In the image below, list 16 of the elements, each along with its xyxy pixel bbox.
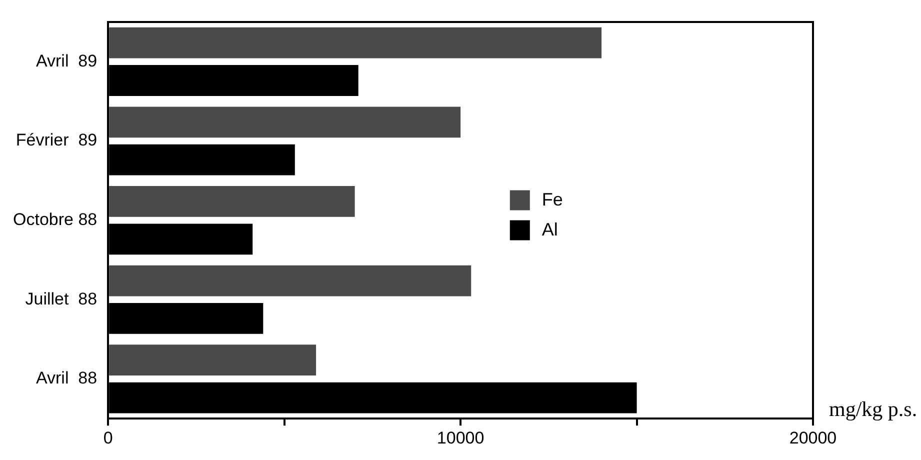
bar [109,186,355,217]
x-tick-label: 0 [103,428,113,448]
bar [109,27,602,58]
x-axis-title: mg/kg p.s. [829,397,918,422]
y-tick-label: Avril 89 [36,51,98,70]
y-tick-label: Octobre 88 [12,210,98,229]
bar [109,265,472,296]
bar [109,106,461,138]
y-tick-label: Février 89 [16,130,98,150]
legend-label: Fe [542,189,563,210]
y-tick-label: Avril 88 [36,368,98,388]
y-tick-label: Juillet 88 [25,289,98,308]
x-tick-label: 20000 [789,428,837,448]
bar [109,344,316,376]
x-tick-label: 10000 [436,428,484,448]
legend-label: Al [542,219,558,240]
